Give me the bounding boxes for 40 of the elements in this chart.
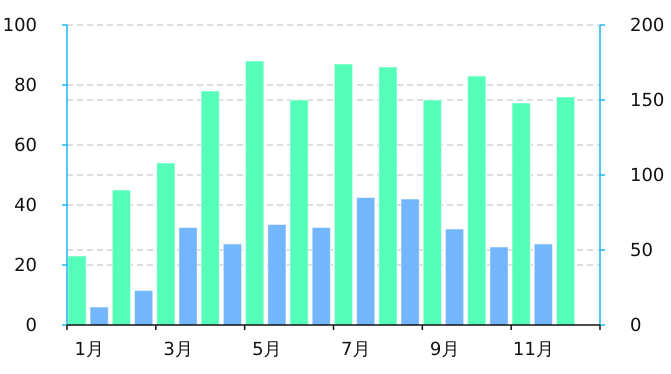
bar	[334, 64, 354, 326]
y-tick-label: 40	[14, 195, 37, 216]
y-tick-label: 80	[14, 75, 37, 96]
y2-tick-label: 200	[630, 15, 664, 36]
y-tick-label: 60	[14, 135, 37, 156]
bar	[312, 227, 331, 326]
x-tick-label: 3月	[163, 339, 193, 360]
y2-tick-label: 50	[630, 240, 653, 261]
x-tick-label: 5月	[252, 339, 282, 360]
bar	[356, 197, 376, 326]
bar	[378, 66, 398, 326]
bar	[267, 224, 286, 326]
x-tick-label: 7月	[340, 339, 370, 360]
bar	[134, 290, 154, 326]
bar	[90, 306, 109, 326]
y2-tick-label: 100	[630, 165, 664, 186]
bar	[400, 198, 420, 326]
y2-tick-label: 150	[630, 90, 664, 111]
y-tick-label: 100	[2, 15, 37, 36]
x-tick-label: 1月	[74, 339, 104, 360]
bar	[112, 190, 132, 326]
bar	[512, 102, 531, 326]
bar	[67, 256, 87, 326]
y2-tick-label: 0	[630, 315, 642, 336]
bar	[200, 90, 220, 326]
bar	[489, 246, 509, 326]
bar	[289, 100, 309, 326]
bar	[467, 76, 486, 326]
bar	[422, 100, 442, 326]
x-tick-label: 9月	[430, 339, 460, 360]
bar	[222, 244, 242, 326]
bar	[534, 244, 553, 326]
y-tick-label: 20	[14, 255, 37, 276]
bar	[156, 162, 176, 326]
bar	[178, 227, 198, 326]
bar	[444, 228, 464, 326]
bar	[556, 96, 576, 326]
y-tick-label: 0	[26, 315, 37, 336]
bar	[245, 60, 264, 326]
x-tick-label: 11月	[512, 339, 554, 360]
